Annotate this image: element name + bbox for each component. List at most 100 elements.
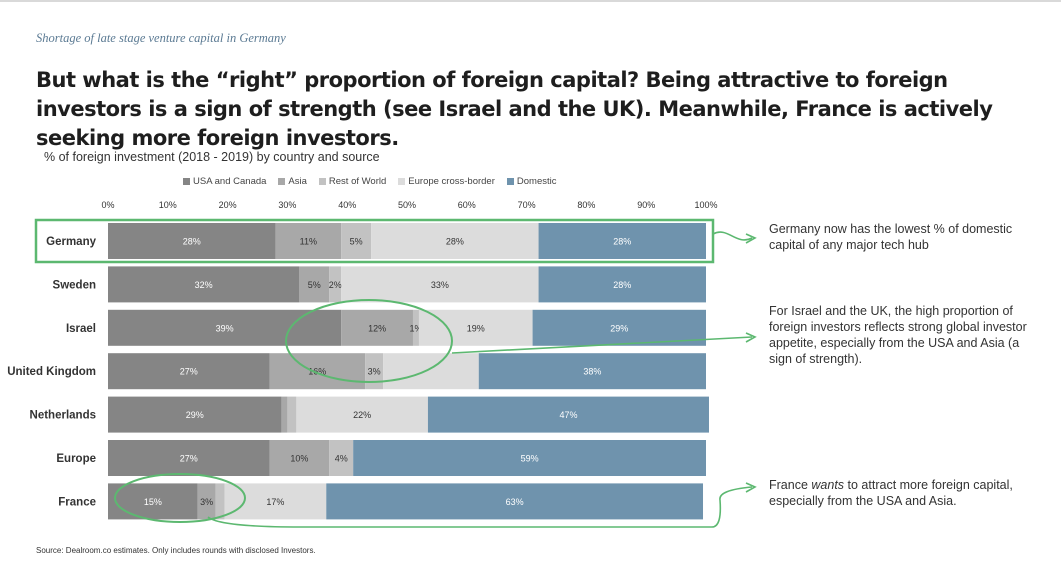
bar-segment [108,483,198,520]
data-label: 39% [216,323,234,333]
x-tick-label: 50% [398,200,416,210]
data-label: 16% [308,367,326,377]
x-tick-label: 40% [338,200,356,210]
data-label: 38% [583,367,601,377]
bar-segment [329,266,342,303]
data-label: 29% [610,323,628,333]
highlight-ellipse-israel-uk [285,299,453,383]
stacked-bar-chart: 0% 10% 20% 30% 40% 50% 60% 70% 80% 90% 100% Germany… [7,200,757,528]
bar-segment [108,353,270,390]
chart-legend: USA and Canada Asia Rest of World Europe cr… [183,176,556,187]
category-label: Europe [56,453,96,465]
category-label: France [58,496,96,508]
data-label: 4% [335,454,348,464]
legend-label: Domestic [516,176,557,187]
bar-segment [532,309,706,346]
annotation-germany: Germany now has the lowest % of domestic… [769,222,1013,252]
data-label: 63% [506,497,524,507]
page-title: But what is the “right” proportion of fo… [36,68,993,150]
top-divider [0,0,1061,2]
data-label: 17% [266,497,284,507]
bar-segment [326,483,704,520]
legend-swatch [183,178,190,185]
highlight-ellipse-france [114,473,246,523]
bar-segment [197,483,216,520]
data-label: 28% [613,237,631,247]
arrowhead-germany [745,233,757,244]
legend-item: Rest of World [318,176,387,187]
bar-segment [341,266,539,303]
x-tick-label: 30% [278,200,296,210]
bar-segment [341,223,372,259]
bar-segment [341,309,413,346]
bar-segment [329,440,354,476]
arrowhead-france [745,482,757,493]
connector-israel-uk [451,336,753,354]
bar-segment [275,223,342,259]
category-label: Germany [46,236,96,248]
annotation-france-pre: France [769,478,808,492]
category-label: Sweden [53,279,96,291]
data-label: 19% [467,323,485,333]
x-tick-label: 100% [694,200,717,210]
data-label: 5% [308,280,321,290]
data-label: 11% [300,237,317,247]
legend-label: Asia [288,176,307,187]
connector-germany [712,231,753,241]
annotation-france: France wants to attract more foreign cap… [769,477,1029,509]
data-label: 27% [180,454,198,464]
data-label: 3% [368,367,381,377]
bar-segment [538,223,706,259]
bar-segment [269,353,366,390]
source-note: Source: Dealroom.co estimates. Only incl… [36,546,316,555]
annotation-france-post: to attract more foreign capital, especia… [769,478,1013,508]
x-tick-label: 90% [637,200,655,210]
connector-france [207,486,753,528]
bar-segment [108,396,282,433]
data-label: 5% [350,237,363,247]
data-label: 1% [409,323,422,333]
bar-segment [371,223,539,259]
data-label: 29% [186,410,204,420]
bar-segment [269,440,330,476]
bar-segment [108,266,300,303]
bar-segment [299,266,330,303]
bar-segment [383,353,479,390]
chart-title: % of foreign investment (2018 - 2019) by… [44,150,380,164]
x-tick-label: 80% [577,200,595,210]
bar-segment [296,396,428,433]
arrowhead-israel-uk [745,332,757,343]
data-label: 2% [329,280,342,290]
bar-segment [365,353,384,390]
bar-segment [427,396,709,433]
annotation-france-emphasis: wants [811,478,845,492]
legend-label: Europe cross-border [408,176,495,187]
x-tick-label: 70% [518,200,536,210]
category-label: Netherlands [30,410,96,422]
bar-segment [353,440,706,476]
data-label: 15% [144,497,162,507]
bar-segment [287,396,297,433]
kicker-text: Shortage of late stage venture capital i… [36,31,286,45]
data-label: 33% [431,280,449,290]
bar-segment [108,223,276,259]
legend-item: Domestic [506,176,557,187]
data-label: 59% [521,454,539,464]
category-label: United Kingdom [7,366,96,378]
data-label: 32% [195,280,213,290]
data-label: 22% [353,410,371,420]
highlight-box-germany [34,218,715,264]
legend-swatch [398,178,406,185]
bar-segment [412,309,419,346]
bar-segment [215,483,225,520]
legend-label: Rest of World [328,176,387,187]
data-label: 28% [446,237,464,247]
data-label: 27% [180,367,198,377]
data-label: 12% [368,323,386,333]
data-label: 10% [290,454,308,464]
bar-segment [418,309,533,346]
legend-swatch [506,178,514,185]
x-tick-label: 0% [101,200,114,210]
data-label: 47% [559,410,577,420]
legend-swatch [318,178,326,185]
